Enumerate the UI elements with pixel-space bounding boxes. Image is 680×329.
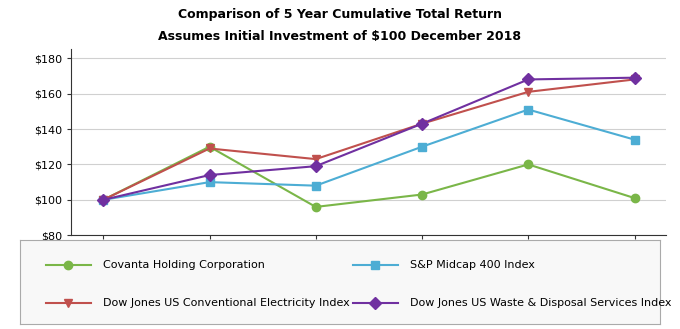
Text: S&P Midcap 400 Index: S&P Midcap 400 Index xyxy=(410,260,535,270)
Text: Assumes Initial Investment of $100 December 2018: Assumes Initial Investment of $100 Decem… xyxy=(158,30,522,43)
Text: Dow Jones US Conventional Electricity Index: Dow Jones US Conventional Electricity In… xyxy=(103,298,350,308)
Text: Comparison of 5 Year Cumulative Total Return: Comparison of 5 Year Cumulative Total Re… xyxy=(178,8,502,21)
Text: Covanta Holding Corporation: Covanta Holding Corporation xyxy=(103,260,265,270)
Text: Dow Jones US Waste & Disposal Services Index: Dow Jones US Waste & Disposal Services I… xyxy=(410,298,672,308)
